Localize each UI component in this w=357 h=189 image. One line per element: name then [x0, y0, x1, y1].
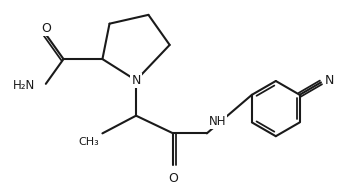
Text: N: N [325, 74, 335, 87]
Text: O: O [168, 172, 178, 185]
Text: NH: NH [208, 115, 226, 128]
Text: H₂N: H₂N [13, 79, 35, 92]
Text: O: O [41, 22, 51, 35]
Text: N: N [131, 74, 141, 87]
Text: CH₃: CH₃ [78, 137, 99, 147]
